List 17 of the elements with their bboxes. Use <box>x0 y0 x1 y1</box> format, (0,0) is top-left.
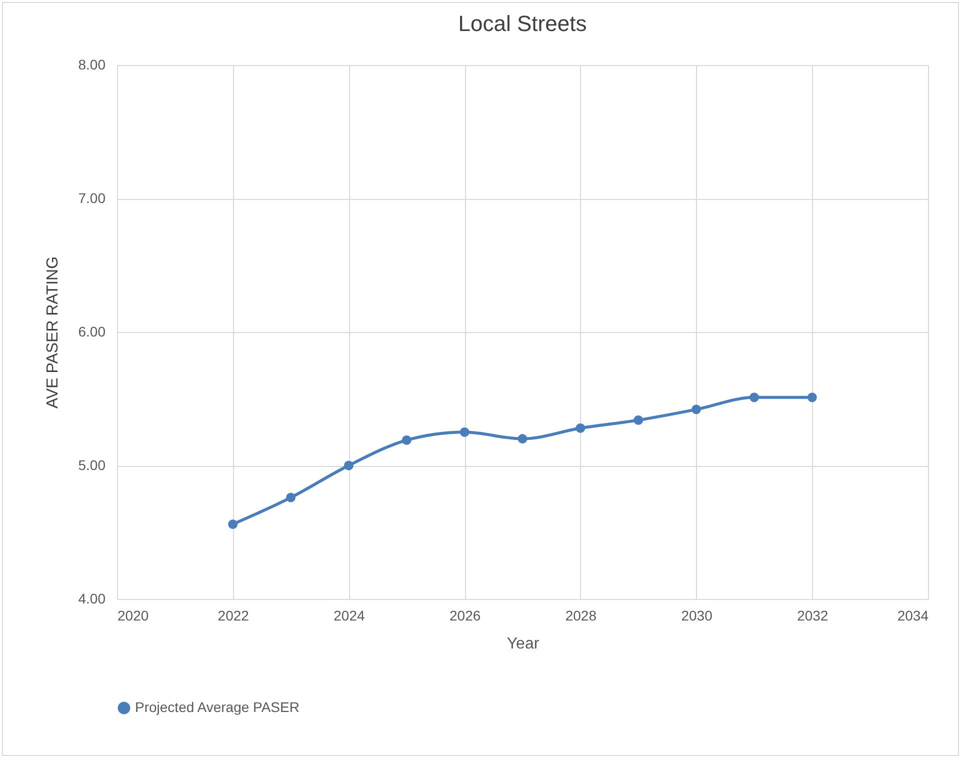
y-tick-label: 6.00 <box>78 324 106 340</box>
legend-label: Projected Average PASER <box>135 699 300 715</box>
x-axis-title: Year <box>506 636 540 652</box>
x-tick-label: 2032 <box>797 608 828 624</box>
x-tick-label: 2026 <box>449 608 481 624</box>
y-tick-label: 8.00 <box>78 56 106 72</box>
y-axis-title: AVE PASER RATING <box>44 256 62 409</box>
y-tick-label: 5.00 <box>78 457 106 473</box>
chart-title: Local Streets <box>458 11 587 36</box>
x-tick-label: 2024 <box>334 608 365 624</box>
y-tick-label: 7.00 <box>78 190 106 206</box>
x-tick-label: 2022 <box>218 608 250 624</box>
x-tick-label: 2034 <box>897 608 929 624</box>
x-tick-label: 2020 <box>118 608 149 624</box>
x-tick-label: 2028 <box>565 608 597 624</box>
y-tick-label: 4.00 <box>78 590 106 606</box>
x-tick-label: 2030 <box>681 608 713 624</box>
